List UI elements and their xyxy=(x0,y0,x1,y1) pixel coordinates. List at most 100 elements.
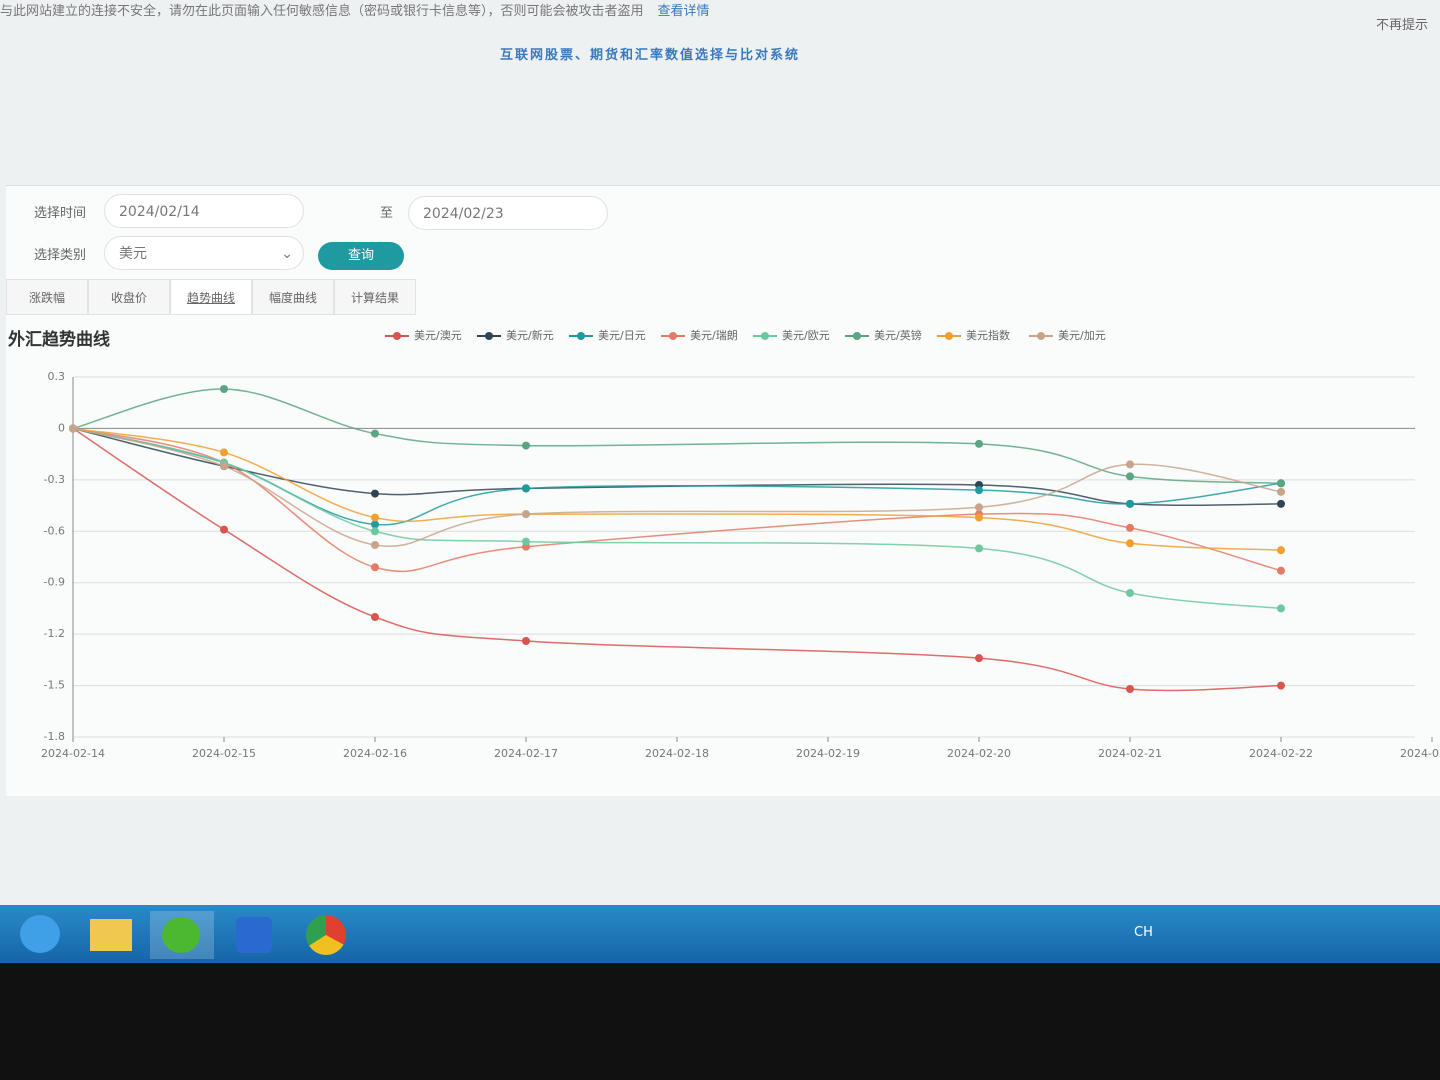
legend-marker xyxy=(761,332,769,340)
data-point xyxy=(371,513,379,522)
data-point xyxy=(522,510,530,519)
y-tick-label: 0 xyxy=(58,421,65,434)
data-point xyxy=(975,544,983,553)
x-tick-label: 2024-02-23 xyxy=(1400,747,1440,760)
legend-marker xyxy=(669,332,677,340)
legend-label: 美元/瑞朗 xyxy=(690,328,738,342)
banner-text: 与此网站建立的连接不安全，请勿在此页面输入任何敏感信息（密码或银行卡信息等），否… xyxy=(0,4,644,19)
data-point xyxy=(220,525,228,534)
legend-marker xyxy=(853,332,861,340)
data-point xyxy=(371,520,379,529)
data-point xyxy=(371,429,379,438)
data-point xyxy=(975,654,983,663)
legend-label: 美元/英镑 xyxy=(874,328,922,342)
data-point xyxy=(220,448,228,457)
legend-marker xyxy=(485,332,493,340)
screen: 与此网站建立的连接不安全，请勿在此页面输入任何敏感信息（密码或银行卡信息等），否… xyxy=(0,0,1440,905)
legend-label: 美元/欧元 xyxy=(782,329,830,342)
dismiss-button[interactable]: 不再提示 xyxy=(1375,18,1428,33)
y-tick-label: -0.3 xyxy=(44,473,65,486)
panel: 选择时间 2024/02/14 至 2024/02/23 选择类别 美元 ⌄ 查询… xyxy=(6,185,1440,796)
legend-marker xyxy=(1037,332,1045,340)
legend-label: 美元/加元 xyxy=(1058,329,1106,342)
ie-icon[interactable] xyxy=(20,915,60,953)
data-point xyxy=(220,385,228,393)
series-line xyxy=(72,427,1282,506)
series-line xyxy=(72,427,1282,526)
legend-marker xyxy=(577,332,585,340)
data-point xyxy=(1126,472,1134,481)
banner-link[interactable]: 查看详情 xyxy=(657,4,710,19)
data-point xyxy=(69,424,77,433)
tab[interactable]: 收盘价 xyxy=(88,279,170,315)
category-label: 选择类别 xyxy=(34,248,87,263)
y-tick-label: -0.9 xyxy=(44,576,65,589)
y-tick-label: -1.2 xyxy=(44,627,65,640)
data-point xyxy=(371,563,379,572)
data-point xyxy=(1126,539,1134,548)
x-tick-label: 2024-02-15 xyxy=(192,747,256,760)
tab[interactable]: 计算结果 xyxy=(334,279,416,315)
data-point xyxy=(371,613,379,621)
page-title: 互联网股票、期货和汇率数值选择与比对系统 xyxy=(499,48,800,63)
data-point xyxy=(1126,685,1134,693)
taskbar: CH xyxy=(0,905,1440,963)
series-line xyxy=(72,427,1282,692)
to-label: 至 xyxy=(380,206,394,221)
category-value: 美元 xyxy=(119,246,147,262)
series-line xyxy=(72,388,1282,485)
series-line xyxy=(72,427,1282,547)
data-point xyxy=(371,527,379,536)
legend-label: 美元指数 xyxy=(966,328,1010,342)
x-tick-label: 2024-02-17 xyxy=(494,747,558,760)
tab[interactable]: 幅度曲线 xyxy=(252,279,334,315)
dropdown-arrow: ⌄ xyxy=(281,246,293,262)
end-date-input[interactable]: 2024/02/23 xyxy=(408,196,608,230)
tab[interactable]: 趋势曲线 xyxy=(170,279,252,315)
flash-icon[interactable] xyxy=(236,917,272,953)
data-point xyxy=(522,484,530,493)
data-point xyxy=(1277,604,1285,613)
chrome-icon[interactable] xyxy=(306,915,346,955)
data-point xyxy=(220,462,228,471)
data-point xyxy=(1277,487,1285,496)
data-point xyxy=(1277,479,1285,488)
category-select[interactable]: 美元 ⌄ xyxy=(104,236,304,270)
chart: 外汇趋势曲线 0.3 0 -0.3 -0.6 -0.9 -1.2 -1.5 -1.8 2024-… xyxy=(8,328,1440,760)
legend-marker xyxy=(393,332,401,340)
data-point xyxy=(371,541,379,549)
language-indicator[interactable]: CH xyxy=(1134,925,1153,940)
x-tick-label: 2024-02-19 xyxy=(796,747,860,760)
security-banner: 与此网站建立的连接不安全，请勿在此页面输入任何敏感信息（密码或银行卡信息等），否… xyxy=(0,0,1440,20)
tab[interactable]: 涨跌幅 xyxy=(6,279,88,315)
data-point xyxy=(975,503,983,512)
data-point xyxy=(522,537,530,546)
start-date-input[interactable]: 2024/02/14 xyxy=(104,194,304,228)
series-line xyxy=(72,427,1282,573)
data-point xyxy=(1126,499,1134,508)
legend-marker xyxy=(945,332,953,340)
data-point xyxy=(1126,460,1134,469)
series-line xyxy=(72,427,1282,551)
x-tick-label: 2024-02-18 xyxy=(645,747,709,760)
data-point xyxy=(975,513,983,522)
data-point xyxy=(1277,499,1285,508)
x-tick-label: 2024-02-21 xyxy=(1098,747,1162,760)
chart-title: 外汇趋势曲线 xyxy=(8,329,110,350)
y-tick-label: 0.3 xyxy=(48,370,66,383)
data-point xyxy=(1277,566,1285,575)
data-point xyxy=(1277,546,1285,555)
data-point xyxy=(522,637,530,645)
legend-label: 美元/澳元 xyxy=(414,329,462,342)
series-line xyxy=(72,427,1282,610)
y-tick-label: -1.5 xyxy=(44,679,65,692)
x-tick-label: 2024-02-16 xyxy=(343,747,407,760)
folder-icon[interactable] xyxy=(90,919,132,951)
browser-icon[interactable] xyxy=(150,911,214,959)
query-button[interactable]: 查询 xyxy=(318,242,404,270)
legend-label: 美元/新元 xyxy=(506,328,554,342)
data-point xyxy=(1277,681,1285,690)
time-label: 选择时间 xyxy=(34,206,87,221)
tabs: 涨跌幅 收盘价 趋势曲线 幅度曲线 计算结果 xyxy=(6,279,416,315)
data-point xyxy=(1126,523,1134,532)
